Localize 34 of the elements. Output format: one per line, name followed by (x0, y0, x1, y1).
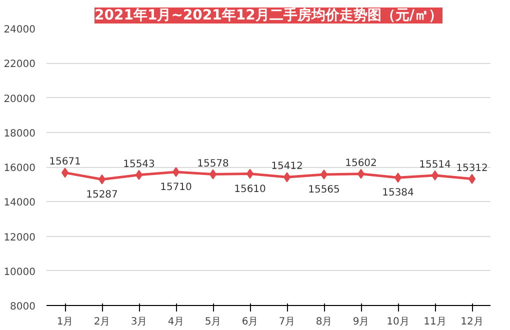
y-tick-label: 22000 (4, 59, 36, 70)
x-tick-label: 11月 (424, 316, 446, 328)
x-tick-label: 10月 (386, 316, 410, 328)
y-tick-label: 12000 (4, 232, 36, 244)
data-label: 15602 (345, 158, 377, 169)
y-tick-label: 18000 (4, 128, 36, 140)
x-tick-label: 4月 (168, 316, 184, 328)
x-tick-label: 3月 (130, 316, 148, 328)
data-label: 15312 (456, 162, 488, 174)
chart-title: 2021年1月~2021年12月二手房均价走势图（元/㎡） (94, 6, 442, 24)
x-tick-label: 9月 (352, 316, 370, 328)
y-tick-label: 14000 (4, 198, 36, 209)
y-tick-label: 24000 (4, 24, 36, 36)
x-tick-label: 8月 (316, 316, 332, 328)
x-tick-label: 1月 (56, 316, 74, 328)
y-tick-label: 10000 (4, 266, 36, 278)
x-tick-label: 12月 (460, 316, 484, 328)
data-label: 15610 (234, 184, 266, 195)
y-tick-label: 8000 (10, 302, 36, 312)
data-label: 15578 (197, 158, 229, 170)
data-label: 15543 (123, 158, 155, 170)
data-label: 15710 (160, 182, 192, 194)
data-label: 15384 (382, 188, 414, 199)
x-tick-label: 6月 (242, 316, 258, 328)
x-tick-label: 2月 (94, 316, 110, 328)
y-tick-label: 20000 (4, 94, 36, 105)
y-tick-label: 16000 (4, 163, 36, 174)
x-tick-label: 5月 (204, 316, 222, 328)
x-tick-label: 7月 (278, 316, 296, 328)
data-label: 15412 (271, 161, 303, 172)
data-label: 15514 (419, 159, 451, 170)
data-label: 15671 (49, 156, 81, 168)
data-label: 15287 (86, 189, 118, 200)
data-label: 15565 (308, 184, 340, 196)
